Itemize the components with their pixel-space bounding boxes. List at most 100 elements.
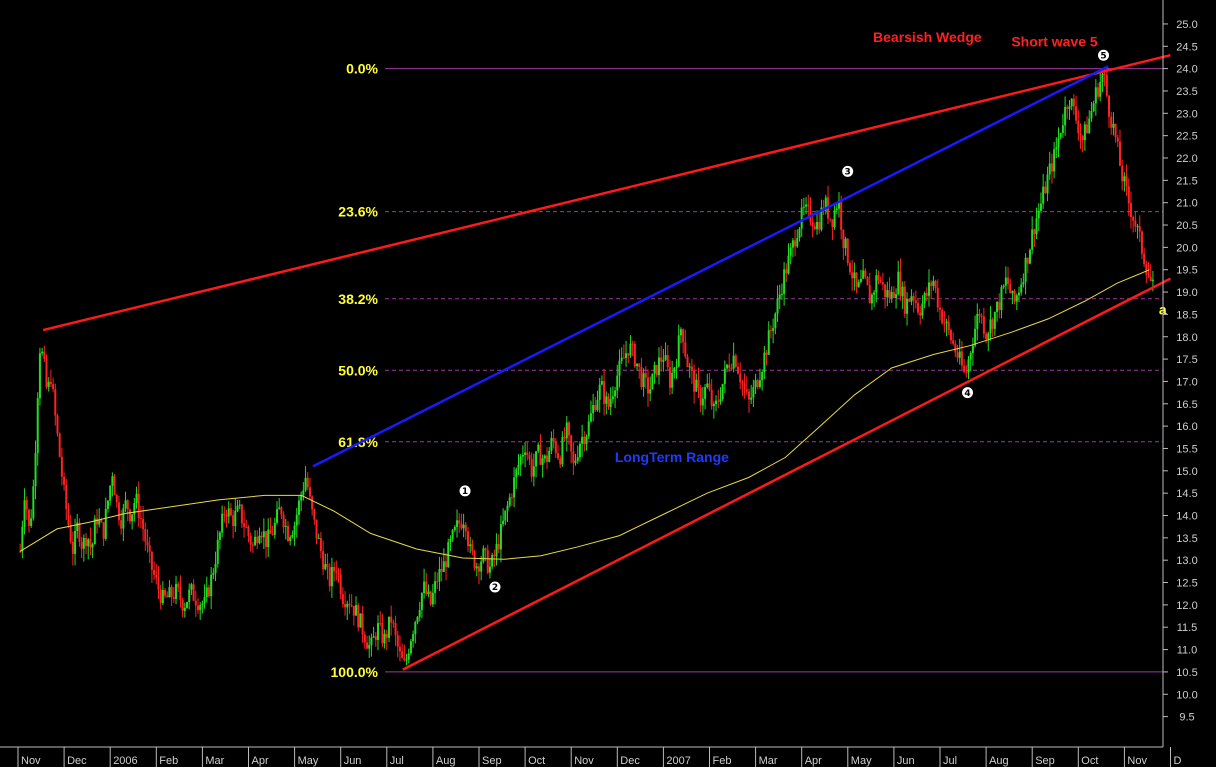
candle-body (982, 316, 985, 334)
candle-body (1134, 220, 1137, 227)
candle-body (537, 444, 540, 452)
y-tick-label: 14.5 (1176, 488, 1197, 500)
y-axis: 9.5 10.0 10.5 11.0 11.5 12.0 12.5 13.0 13.5 14.0 1… (1162, 0, 1198, 747)
fib-label: 38.2% (338, 291, 378, 307)
candle-body (372, 636, 375, 638)
candle-body (63, 476, 66, 485)
candle-body (1129, 203, 1132, 217)
candle-body (840, 200, 843, 230)
candle-body (38, 353, 41, 399)
candle-body (616, 375, 619, 391)
candle-body (416, 616, 419, 623)
candle-body (1094, 87, 1097, 104)
candle-body (910, 296, 913, 302)
candle-body (653, 364, 656, 374)
candle-body (765, 352, 768, 355)
candle-body (232, 515, 235, 527)
candle-body (379, 623, 382, 625)
candle-body (921, 303, 924, 316)
candle-body (971, 345, 974, 353)
candle-body (361, 613, 364, 635)
candle-body (625, 353, 628, 358)
fib-label: 23.6% (338, 204, 378, 220)
candle-body (998, 301, 1001, 311)
candle-body (27, 509, 30, 526)
candle-body (223, 513, 226, 515)
wave-label: 1 (462, 487, 468, 497)
candle-body (240, 504, 243, 524)
y-tick-label: 10.5 (1176, 667, 1197, 679)
candle-body (157, 577, 160, 590)
candle-body (809, 205, 812, 223)
candle-body (179, 587, 182, 600)
candle-body (168, 587, 171, 598)
candle-body (339, 574, 342, 595)
candle-body (1066, 107, 1069, 109)
candle-body (712, 404, 715, 407)
candle-body (565, 422, 568, 439)
candle-body (1009, 283, 1012, 294)
candle-body (699, 387, 702, 406)
candle-body (254, 536, 257, 546)
candle-body (848, 263, 851, 273)
wave-marker (1098, 49, 1110, 61)
candle-body (67, 508, 70, 525)
candle-body (675, 366, 678, 368)
y-tick-label: 24.0 (1176, 64, 1197, 76)
y-tick-label: 20.5 (1176, 220, 1197, 232)
candle-body (368, 644, 371, 649)
candle-body (1039, 203, 1042, 211)
candle-body (576, 457, 579, 461)
candle-body (122, 508, 125, 529)
candle-body (98, 519, 101, 525)
candle-body (829, 218, 832, 220)
candle-body (477, 566, 480, 572)
candle-body (559, 458, 562, 465)
candle-body (697, 379, 700, 388)
candle-body (91, 544, 94, 548)
y-tick-label: 19.0 (1176, 287, 1197, 299)
candle-body (655, 364, 658, 376)
candle-body (267, 529, 270, 548)
candle-body (1011, 290, 1014, 294)
x-tick-label: May (298, 755, 319, 767)
candle-body (69, 524, 72, 542)
y-tick-label: 21.5 (1176, 175, 1197, 187)
candle-body (510, 497, 513, 499)
candle-body (133, 503, 136, 515)
candle-body (144, 529, 147, 542)
candle-body (23, 500, 26, 527)
candle-body (776, 298, 779, 314)
candle-body (436, 581, 439, 583)
candle-body (1075, 106, 1078, 121)
candle-body (438, 568, 441, 582)
moving-average-line (19, 269, 1150, 560)
candle-body (519, 456, 522, 465)
candle-body (526, 452, 529, 455)
candle-body (482, 548, 485, 562)
candle-body (813, 226, 816, 230)
long-term-range-line (312, 65, 1109, 468)
candle-body (693, 370, 696, 392)
wave-label: 4 (964, 389, 970, 399)
candle-body (552, 438, 555, 442)
candle-body (87, 539, 90, 547)
candle-body (563, 437, 566, 439)
candle-body (124, 500, 127, 509)
candle-body (227, 508, 230, 517)
wave-marker (489, 581, 501, 593)
candle-body (1046, 174, 1049, 194)
candle-body (721, 383, 724, 400)
candle-body (754, 380, 757, 388)
candle-body (1068, 106, 1071, 109)
candle-body (831, 219, 834, 228)
candle-body (135, 493, 138, 504)
x-tick-label: Jun (897, 755, 915, 767)
candle-body (78, 522, 81, 542)
candle-body (833, 210, 836, 228)
candle-body (363, 634, 366, 643)
candle-body (844, 238, 847, 249)
candle-body (561, 437, 564, 465)
candle-body (319, 538, 322, 552)
candle-body (967, 359, 970, 373)
